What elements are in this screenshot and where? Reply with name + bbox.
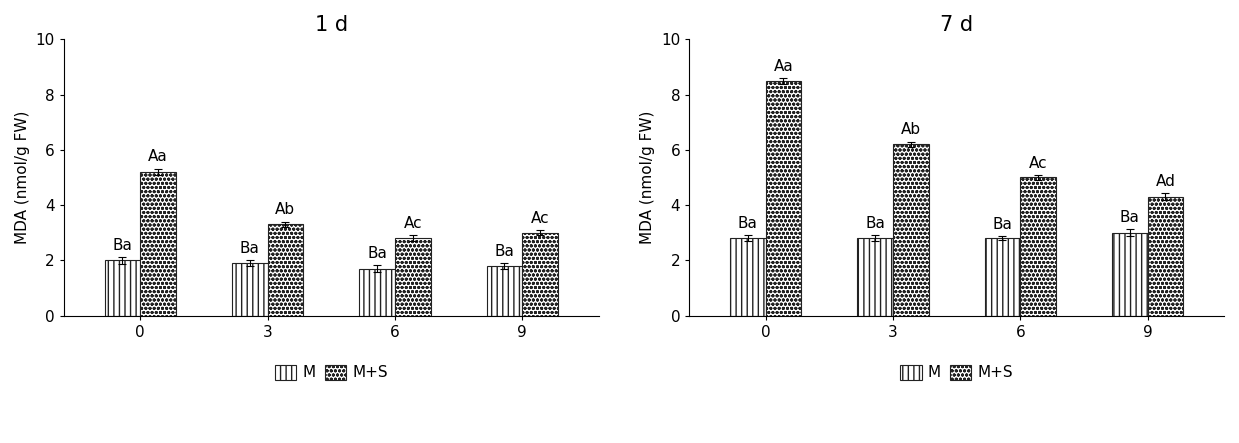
Text: Ac: Ac bbox=[404, 216, 422, 231]
Text: Aa: Aa bbox=[149, 149, 169, 164]
Bar bbox=[730, 238, 766, 315]
Text: Ad: Ad bbox=[1156, 174, 1176, 189]
Text: Ba: Ba bbox=[113, 238, 133, 253]
Bar bbox=[857, 238, 893, 315]
Title: 1 d: 1 d bbox=[315, 15, 348, 35]
Legend: M, M+S: M, M+S bbox=[271, 362, 390, 384]
Bar bbox=[1147, 197, 1183, 315]
Bar bbox=[359, 268, 395, 315]
Text: Ba: Ba bbox=[367, 246, 387, 261]
Text: Ba: Ba bbox=[494, 244, 514, 259]
Bar bbox=[893, 144, 928, 315]
Text: Ba: Ba bbox=[865, 216, 885, 231]
Text: Ba: Ba bbox=[240, 241, 260, 256]
Text: Ab: Ab bbox=[901, 122, 921, 137]
Bar bbox=[487, 266, 523, 315]
Bar bbox=[395, 238, 431, 315]
Bar bbox=[140, 172, 176, 315]
Y-axis label: MDA (nmol/g FW): MDA (nmol/g FW) bbox=[641, 111, 655, 244]
Text: Ba: Ba bbox=[992, 217, 1012, 232]
Text: Aa: Aa bbox=[773, 59, 793, 74]
Bar bbox=[985, 238, 1020, 315]
Bar bbox=[268, 225, 304, 315]
Bar bbox=[766, 81, 802, 315]
Bar bbox=[1020, 178, 1056, 315]
Title: 7 d: 7 d bbox=[940, 15, 973, 35]
Text: Ac: Ac bbox=[530, 211, 549, 226]
Bar bbox=[104, 260, 140, 315]
Bar bbox=[1111, 233, 1147, 315]
Bar bbox=[232, 263, 268, 315]
Y-axis label: MDA (nmol/g FW): MDA (nmol/g FW) bbox=[15, 111, 30, 244]
Text: Ab: Ab bbox=[275, 202, 295, 218]
Bar bbox=[523, 233, 558, 315]
Text: Ac: Ac bbox=[1028, 155, 1047, 171]
Legend: M, M+S: M, M+S bbox=[897, 362, 1016, 384]
Text: Ba: Ba bbox=[737, 216, 758, 231]
Text: Ba: Ba bbox=[1120, 210, 1140, 225]
